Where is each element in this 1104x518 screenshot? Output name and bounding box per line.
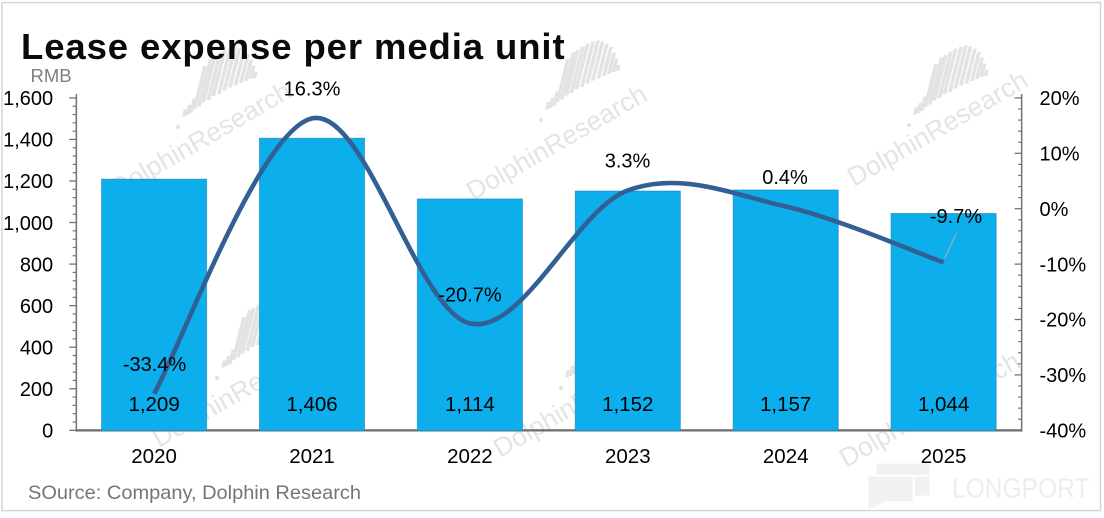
svg-text:2021: 2021 [289, 445, 335, 468]
svg-text:16.3%: 16.3% [284, 79, 341, 101]
svg-text:-20%: -20% [1040, 310, 1087, 332]
svg-text:1,400: 1,400 [3, 130, 53, 152]
svg-text:2025: 2025 [921, 445, 967, 468]
svg-text:1,406: 1,406 [286, 393, 337, 416]
svg-text:3.3%: 3.3% [605, 150, 651, 172]
svg-text:0: 0 [42, 421, 53, 443]
svg-text:-20.7%: -20.7% [438, 284, 502, 306]
svg-text:-10%: -10% [1040, 254, 1087, 276]
svg-text:400: 400 [20, 337, 53, 359]
svg-text:2020: 2020 [131, 445, 177, 468]
svg-text:SOurce: Company, Dolphin Res: SOurce: Company, Dolphin Research [28, 482, 361, 504]
svg-text:1,200: 1,200 [3, 171, 53, 193]
svg-text:-40%: -40% [1040, 421, 1087, 443]
svg-text:10%: 10% [1040, 144, 1080, 166]
svg-text:600: 600 [20, 296, 53, 318]
svg-text:Lease expense per media unit: Lease expense per media unit [21, 26, 566, 67]
svg-text:1,152: 1,152 [602, 393, 653, 416]
svg-text:-30%: -30% [1040, 365, 1087, 387]
svg-text:0.4%: 0.4% [762, 167, 808, 189]
svg-text:2024: 2024 [763, 445, 809, 468]
svg-text:-9.7%: -9.7% [930, 206, 982, 228]
svg-text:1,000: 1,000 [3, 213, 53, 235]
svg-text:20%: 20% [1040, 88, 1080, 110]
svg-text:800: 800 [20, 254, 53, 276]
svg-text:RMB: RMB [31, 65, 72, 86]
svg-text:1,209: 1,209 [128, 393, 179, 416]
svg-text:1,044: 1,044 [918, 393, 969, 416]
svg-text:2022: 2022 [447, 445, 493, 468]
svg-text:1,600: 1,600 [3, 88, 53, 110]
svg-text:1,157: 1,157 [760, 393, 811, 416]
svg-text:-33.4%: -33.4% [123, 354, 187, 376]
svg-text:2023: 2023 [605, 445, 651, 468]
svg-text:1,114: 1,114 [445, 393, 495, 416]
svg-text:200: 200 [20, 379, 53, 401]
svg-text:0%: 0% [1040, 199, 1069, 221]
svg-text:LONGPORT: LONGPORT [952, 473, 1090, 504]
